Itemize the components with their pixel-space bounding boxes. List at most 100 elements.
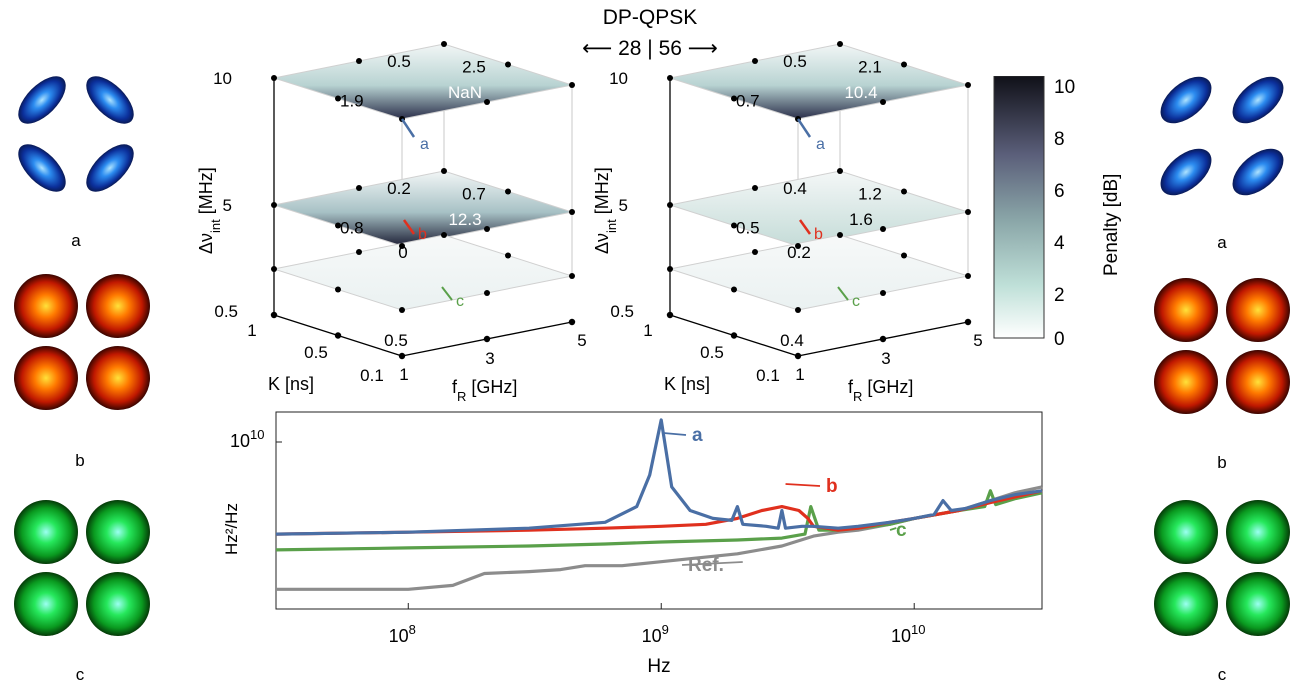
annotation-c-arrow: [889, 527, 897, 531]
marker-b-label: b: [814, 226, 823, 243]
grid-point: [965, 82, 971, 88]
y-axis-label: Hz²/Hz: [222, 503, 241, 555]
marker-c-line: [837, 286, 849, 301]
grid-point: [752, 185, 758, 191]
grid-point: [505, 61, 511, 68]
arrow-right-icon: ⟶: [681, 37, 718, 60]
annotation-ref: Ref.: [688, 555, 724, 576]
mid-value-right: 1.2: [858, 185, 882, 204]
series-lines: [275, 418, 1043, 591]
x-ticks: 108 109 1010 1010: [230, 427, 925, 646]
grid-point: [667, 202, 673, 208]
grid-point: [399, 243, 405, 249]
grid-point: [667, 266, 673, 272]
grid-point: [484, 99, 490, 105]
top-value-right: 2.5: [462, 58, 486, 77]
mid-value-back: 0.4: [783, 179, 807, 198]
bot-value-back: 0: [398, 243, 407, 262]
base-point: [270, 311, 278, 319]
colorbar-tick: 10: [1054, 77, 1075, 98]
base-point: [666, 311, 674, 319]
y-tick: 10: [213, 69, 232, 88]
base-point: [568, 318, 576, 326]
baud-separator: |: [647, 37, 653, 60]
annotations: a b c Ref.: [663, 425, 907, 576]
f-tick: 3: [881, 349, 890, 368]
k-axis-label: K [ns]: [664, 374, 710, 394]
base-point: [794, 352, 802, 360]
baud-left-label: 28: [618, 37, 642, 60]
colorbar: 10 8 6 4 2 0 Penalty [dB]: [993, 76, 1122, 350]
y-tick: 0.5: [214, 302, 238, 321]
f-tick: 5: [973, 331, 982, 350]
grid-point: [569, 82, 575, 88]
base-point: [334, 332, 342, 339]
f-tick: 1: [795, 365, 804, 384]
top-value-front: 10.4: [844, 83, 877, 102]
constellation-right-c-label: c: [1218, 665, 1227, 684]
mid-value-front: 12.3: [448, 210, 481, 229]
bot-value-back: 0.2: [787, 243, 811, 262]
grid-point: [752, 249, 758, 255]
mid-value-front: 1.6: [849, 210, 873, 229]
colorbar-tick: 2: [1054, 285, 1065, 306]
marker-a-line: [400, 118, 416, 138]
annotation-b-arrow: [785, 483, 821, 487]
marker-a-line: [796, 118, 812, 138]
annotation-b: b: [826, 476, 838, 497]
cube-28: 1.9 0.5 2.5 NaN 0.8 0.2 0.7 12.3 0 0.5 a b c 10 5 0.5 Δν…: [196, 41, 587, 404]
marker-a-label: a: [420, 136, 429, 153]
top-value-right: 2.1: [858, 58, 882, 77]
marker-b-line: [402, 219, 416, 235]
constellation-left-a: [18, 76, 134, 192]
grid-point: [569, 209, 575, 215]
grid-point: [484, 290, 490, 296]
y-tick: 5: [223, 196, 232, 215]
grid-point: [837, 232, 843, 238]
k-tick: 0.5: [700, 343, 724, 362]
y-axis-label: Δνint [MHz]: [196, 167, 223, 254]
grid-point: [441, 41, 447, 47]
y-tick: 0.5: [610, 302, 634, 321]
grid-point: [271, 75, 277, 81]
colorbar-gradient: [993, 76, 1045, 339]
x-tick-label: 109: [642, 622, 669, 646]
y-tick: 5: [619, 196, 628, 215]
series-line-ref: [276, 485, 1043, 591]
grid-point: [731, 222, 737, 229]
grid-point: [356, 58, 362, 64]
constellation-left-c: [14, 500, 150, 636]
x-tick-label: 108: [389, 622, 416, 646]
grid-point: [271, 266, 277, 272]
bot-value-front: 0.4: [780, 331, 804, 350]
y-axis-label: Δνint [MHz]: [592, 167, 619, 254]
annotation-ref-arrow: [681, 561, 743, 566]
grid-point: [356, 249, 362, 255]
mid-value-left: 0.8: [340, 219, 364, 238]
series-line-a: [275, 418, 1043, 536]
grid-point: [335, 222, 341, 229]
colorbar-tick: 0: [1054, 329, 1065, 350]
grid-point: [271, 202, 277, 208]
grid-point: [880, 290, 886, 296]
marker-b-label: b: [418, 226, 427, 243]
f-axis-label: fR [GHz]: [848, 377, 913, 404]
grid-point: [880, 99, 886, 105]
top-value-back: 0.5: [783, 52, 807, 71]
grid-point: [901, 61, 907, 68]
constellation-right-a-label: a: [1217, 233, 1227, 252]
baud-right-label: 56: [658, 37, 682, 60]
bot-value-front: 0.5: [384, 331, 408, 350]
x-tick-label: 1010: [891, 622, 926, 646]
grid-point: [399, 307, 405, 313]
marker-b-line: [798, 219, 812, 235]
colorbar-tick: 6: [1054, 181, 1065, 202]
grid-point: [731, 286, 737, 293]
marker-a-label: a: [816, 136, 825, 153]
grid-point: [965, 273, 971, 279]
constellation-left-b-label: b: [75, 451, 84, 470]
f-tick: 3: [485, 349, 494, 368]
constellation-left-c-label: c: [76, 665, 85, 684]
